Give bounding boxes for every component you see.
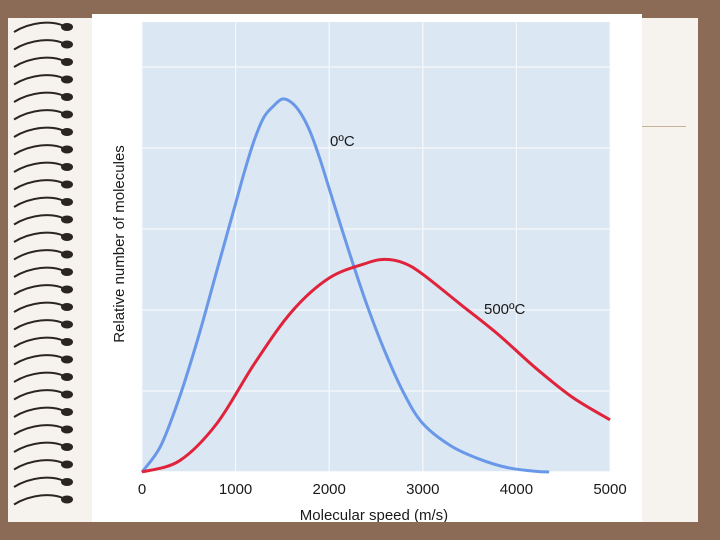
- x-tick-label: 2000: [313, 481, 346, 498]
- spiral-ring: [13, 336, 65, 348]
- spiral-hole: [61, 285, 73, 294]
- x-tick-label: 1000: [219, 481, 252, 498]
- spiral-ring: [13, 389, 65, 401]
- x-tick-label: 0: [138, 481, 146, 498]
- chart-figure: 0 1000 2000 3000 4000 5000 0ºC 500ºC Molecula…: [92, 14, 642, 522]
- series-label-0c: 0ºC: [330, 133, 355, 150]
- spiral-ring: [13, 39, 65, 51]
- spiral-hole: [61, 128, 73, 136]
- spiral-ring: [13, 179, 65, 191]
- spiral-ring: [13, 231, 65, 243]
- y-axis-label: Relative number of molecules: [111, 145, 128, 343]
- spiral-hole: [61, 215, 73, 224]
- x-axis-label: Molecular speed (m/s): [300, 507, 448, 522]
- spiral-ring: [13, 494, 65, 506]
- spiral-ring: [13, 109, 65, 121]
- spiral-ring: [13, 126, 65, 138]
- spiral-hole: [61, 443, 73, 451]
- x-tick-label: 4000: [500, 481, 533, 498]
- spiral-ring: [13, 74, 65, 86]
- spiral-hole: [61, 495, 73, 504]
- spiral-hole: [61, 233, 73, 241]
- spiral-hole: [61, 198, 73, 206]
- spiral-ring: [13, 91, 65, 103]
- spiral-hole: [61, 425, 73, 434]
- series-line-500c: [141, 257, 611, 474]
- spiral-hole: [61, 23, 73, 31]
- spiral-hole: [61, 373, 73, 381]
- spiral-hole: [61, 268, 73, 276]
- series-line-0c: [140, 97, 550, 474]
- spiral-hole: [61, 75, 73, 84]
- spiral-hole: [61, 250, 73, 259]
- spiral-hole: [61, 390, 73, 399]
- spiral-ring: [13, 56, 65, 68]
- spiral-hole: [61, 163, 73, 171]
- x-tick-label: 5000: [593, 481, 626, 498]
- series-label-500c: 500ºC: [484, 301, 526, 318]
- spiral-ring: [13, 249, 65, 261]
- spiral-hole: [61, 40, 73, 49]
- spiral-hole: [61, 460, 73, 469]
- spiral-hole: [61, 145, 73, 154]
- spiral-ring: [13, 301, 65, 313]
- spiral-ring: [13, 196, 65, 208]
- spiral-ring: [13, 476, 65, 488]
- spiral-ring: [13, 406, 65, 418]
- spiral-hole: [61, 320, 73, 329]
- spiral-hole: [61, 478, 73, 486]
- x-tick-label: 3000: [406, 481, 439, 498]
- spiral-hole: [61, 355, 73, 364]
- spiral-ring: [13, 424, 65, 436]
- spiral-ring: [13, 441, 65, 453]
- plot-area: [142, 22, 610, 472]
- spiral-ring: [13, 161, 65, 173]
- spiral-hole: [61, 110, 73, 119]
- spiral-ring: [13, 21, 65, 33]
- spiral-ring: [13, 144, 65, 156]
- spiral-hole: [61, 303, 73, 311]
- spiral-hole: [61, 180, 73, 189]
- maxwell-boltzmann-chart: 0 1000 2000 3000 4000 5000 0ºC 500ºC Molecula…: [111, 22, 627, 522]
- decorative-rule: [610, 126, 686, 127]
- spiral-ring: [13, 266, 65, 278]
- spiral-hole: [61, 338, 73, 346]
- spiral-ring: [13, 214, 65, 226]
- spiral-ring: [13, 319, 65, 331]
- spiral-hole: [61, 58, 73, 66]
- spiral-ring: [13, 371, 65, 383]
- spiral-ring: [13, 284, 65, 296]
- spiral-hole: [61, 93, 73, 101]
- spiral-hole: [61, 408, 73, 416]
- spiral-ring: [13, 459, 65, 471]
- spiral-binding: [13, 21, 73, 506]
- spiral-ring: [13, 354, 65, 366]
